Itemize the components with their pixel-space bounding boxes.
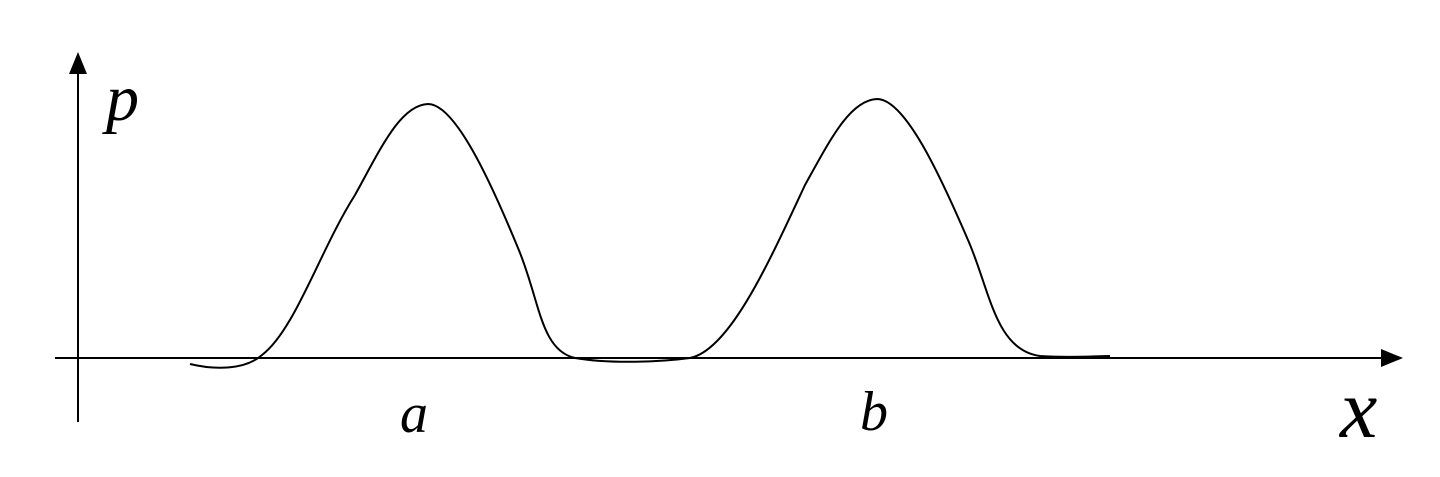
x-axis-label: x bbox=[1338, 363, 1377, 456]
y-axis-label: p bbox=[102, 62, 139, 135]
peak-label-b: b bbox=[860, 381, 888, 443]
peak-label-a: a bbox=[400, 383, 428, 445]
y-axis-arrowhead bbox=[69, 52, 87, 74]
bimodal-curve bbox=[189, 98, 1111, 369]
x-axis-arrowhead bbox=[1381, 349, 1403, 367]
